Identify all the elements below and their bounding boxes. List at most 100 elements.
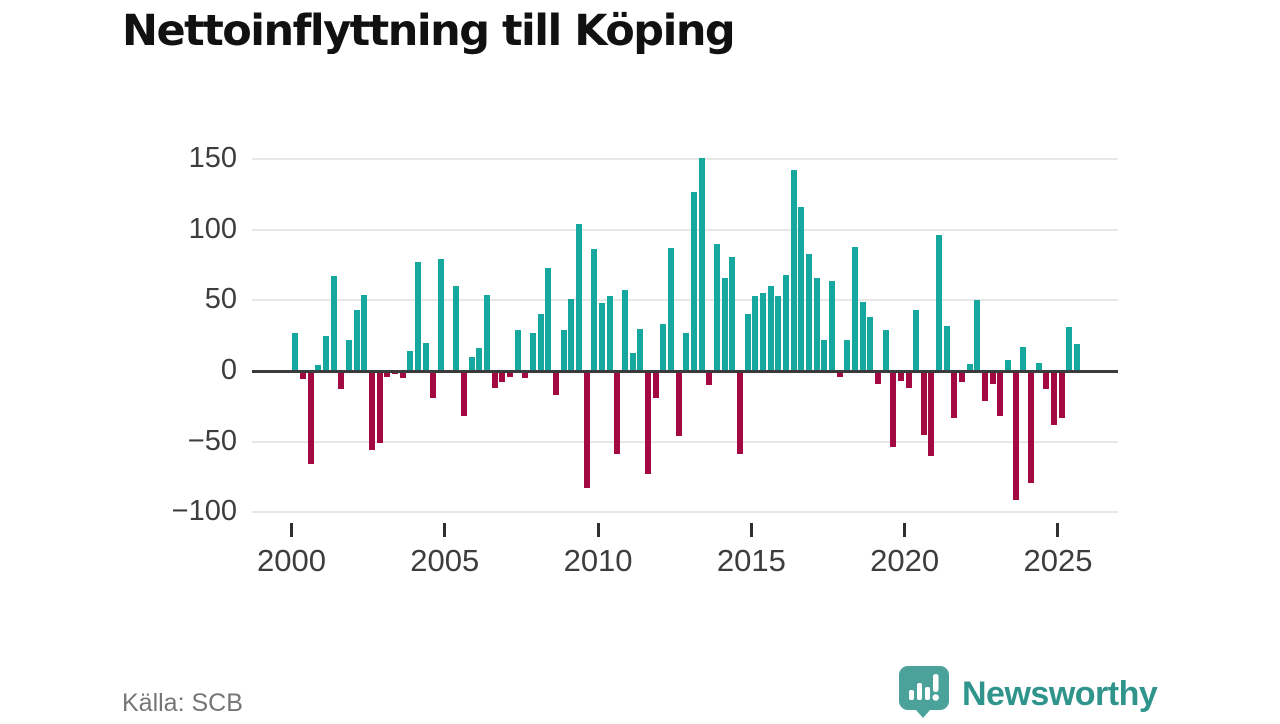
bar-2015Q1	[752, 296, 758, 371]
bar-2009Q2	[576, 224, 582, 371]
bar-2023Q3	[1013, 371, 1019, 500]
bar-2020Q4	[928, 371, 934, 456]
brand-wordmark: Newsworthy	[962, 675, 1158, 713]
bar-2013Q4	[714, 243, 720, 371]
bar-2008Q3	[553, 371, 559, 396]
bar-2013Q1	[691, 191, 697, 371]
bar-2017Q3	[829, 280, 835, 371]
bar-2005Q2	[453, 286, 459, 371]
bar-2016Q1	[783, 274, 789, 371]
bar-2009Q3	[584, 371, 590, 489]
bar-2021Q2	[944, 325, 950, 371]
bar-2022Q2	[974, 300, 980, 371]
bar-2011Q1	[630, 352, 636, 371]
bar-2003Q4	[407, 351, 413, 371]
zero-axis-line	[252, 369, 1118, 373]
bar-2020Q3	[921, 371, 927, 435]
bar-2000Q4	[315, 365, 321, 371]
bar-2015Q3	[768, 286, 774, 371]
bar-2021Q4	[959, 371, 965, 383]
bar-2014Q1	[722, 277, 728, 371]
bar-2016Q2	[791, 170, 797, 371]
bar-2000Q3	[308, 371, 314, 465]
bar-2024Q4	[1051, 371, 1057, 425]
bar-2002Q3	[369, 371, 375, 451]
bar-2024Q1	[1028, 371, 1034, 483]
bar-2001Q2	[331, 276, 337, 371]
bar-2012Q3	[676, 371, 682, 436]
x-axis-label-2025: 2025	[1023, 543, 1093, 578]
x-axis-tick-2015	[749, 523, 753, 537]
bar-2006Q4	[499, 371, 505, 383]
bar-2018Q2	[852, 246, 858, 371]
bar-2004Q4	[438, 259, 444, 371]
bar-2002Q4	[377, 371, 383, 444]
bar-2011Q3	[645, 371, 651, 475]
bar-2023Q1	[997, 371, 1003, 417]
bar-2023Q4	[1020, 346, 1026, 371]
gridline	[252, 511, 1118, 514]
bar-2007Q2	[515, 330, 521, 371]
bar-2010Q2	[607, 296, 613, 371]
bar-2014Q3	[737, 371, 743, 455]
bar-2001Q4	[346, 339, 352, 371]
bar-2001Q1	[323, 335, 329, 371]
bar-2019Q2	[883, 330, 889, 371]
bar-2011Q4	[653, 371, 659, 398]
bar-2009Q4	[591, 249, 597, 371]
bar-2007Q1	[507, 371, 513, 377]
bar-2013Q3	[706, 371, 712, 386]
bar-2008Q2	[545, 267, 551, 371]
bar-2016Q4	[806, 253, 812, 371]
bar-2025Q1	[1059, 371, 1065, 418]
brand-logo-lockup: Newsworthy	[898, 665, 1158, 724]
chart-title: Nettoinflyttning till Köping	[122, 6, 736, 56]
bar-2013Q2	[699, 157, 705, 371]
bar-2015Q2	[760, 293, 766, 371]
x-axis-label-2020: 2020	[870, 543, 940, 578]
bar-2002Q1	[354, 310, 360, 371]
y-axis-label-50: 50	[204, 283, 237, 316]
bar-2001Q3	[338, 371, 344, 390]
bar-2014Q4	[745, 314, 751, 371]
bar-2007Q4	[530, 332, 536, 371]
bar-2020Q1	[906, 371, 912, 388]
bar-2008Q4	[561, 330, 567, 371]
bar-2019Q4	[898, 371, 904, 381]
y-axis-label-−50: −50	[187, 424, 237, 457]
bar-2005Q3	[461, 371, 467, 417]
bar-2004Q3	[430, 371, 436, 398]
source-caption: Källa: SCB	[122, 689, 243, 717]
x-axis-label-2000: 2000	[256, 543, 326, 578]
newsworthy-speech-bubble-barchart-icon	[898, 665, 950, 724]
bar-2022Q1	[967, 363, 973, 371]
bar-2017Q1	[814, 277, 820, 371]
bar-2017Q4	[837, 371, 843, 377]
gridline	[252, 299, 1118, 302]
bar-2003Q1	[384, 371, 390, 377]
gridline	[252, 440, 1118, 443]
bar-2018Q4	[867, 317, 873, 371]
bar-2016Q3	[798, 207, 804, 371]
bar-2000Q1	[292, 332, 298, 371]
bar-2002Q2	[361, 294, 367, 371]
bar-2004Q1	[415, 262, 421, 371]
bar-2000Q2	[300, 371, 306, 380]
y-axis-label-100: 100	[188, 212, 237, 245]
bar-2021Q3	[951, 371, 957, 418]
bar-2014Q2	[729, 256, 735, 371]
bar-2012Q4	[683, 332, 689, 371]
x-axis-label-2010: 2010	[563, 543, 633, 578]
gridline	[252, 158, 1118, 160]
bar-2004Q2	[423, 342, 429, 371]
bar-2008Q1	[538, 314, 544, 371]
bar-2024Q2	[1036, 362, 1042, 371]
bar-2003Q3	[400, 371, 406, 379]
bar-2020Q2	[913, 310, 919, 371]
bar-2025Q2	[1066, 327, 1072, 371]
x-axis-tick-2020	[903, 523, 907, 537]
bar-2010Q3	[614, 371, 620, 455]
bar-2011Q2	[637, 328, 643, 371]
